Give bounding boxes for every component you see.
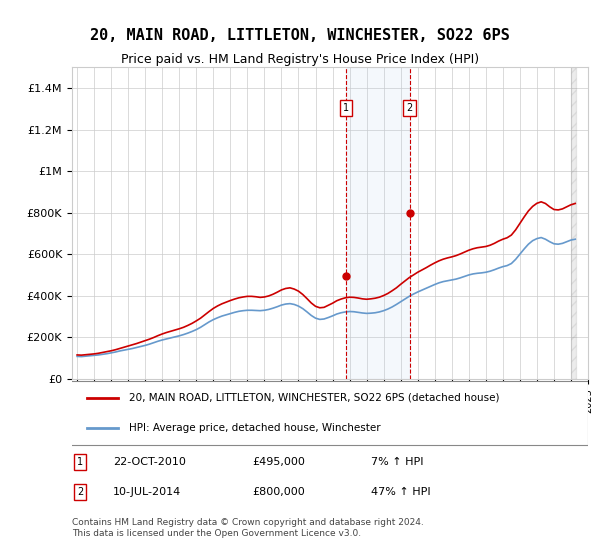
Text: 7% ↑ HPI: 7% ↑ HPI [371,457,424,467]
Text: 20, MAIN ROAD, LITTLETON, WINCHESTER, SO22 6PS: 20, MAIN ROAD, LITTLETON, WINCHESTER, SO… [90,28,510,43]
Text: Price paid vs. HM Land Registry's House Price Index (HPI): Price paid vs. HM Land Registry's House … [121,53,479,66]
FancyBboxPatch shape [67,381,588,445]
Text: £495,000: £495,000 [253,457,305,467]
Bar [346,67,410,379]
Text: 2: 2 [406,102,413,113]
Text: 1: 1 [77,457,83,467]
Text: 47% ↑ HPI: 47% ↑ HPI [371,487,431,497]
Text: 1: 1 [343,102,349,113]
Text: HPI: Average price, detached house, Winchester: HPI: Average price, detached house, Winc… [129,423,380,433]
Text: 20, MAIN ROAD, LITTLETON, WINCHESTER, SO22 6PS (detached house): 20, MAIN ROAD, LITTLETON, WINCHESTER, SO… [129,393,499,403]
Text: 22-OCT-2010: 22-OCT-2010 [113,457,186,467]
Text: £800,000: £800,000 [253,487,305,497]
Text: 2: 2 [77,487,83,497]
Bar [571,67,576,379]
Text: 10-JUL-2014: 10-JUL-2014 [113,487,182,497]
Text: Contains HM Land Registry data © Crown copyright and database right 2024.
This d: Contains HM Land Registry data © Crown c… [72,518,424,538]
